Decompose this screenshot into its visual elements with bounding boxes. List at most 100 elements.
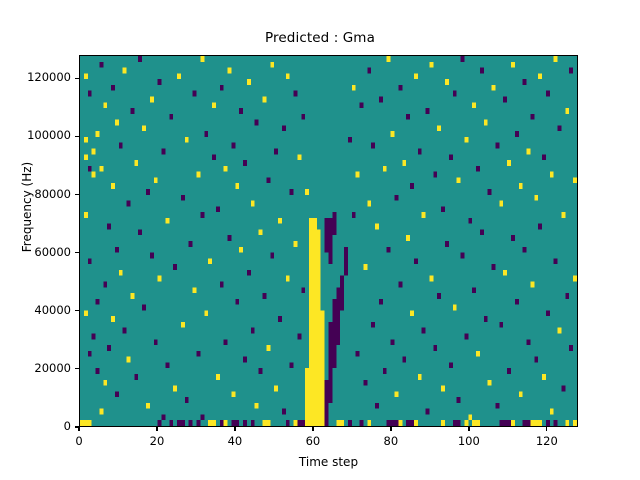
heatmap-cell (398, 84, 403, 91)
heatmap-cell (386, 246, 391, 253)
x-tick-label: 40 (227, 434, 243, 448)
heatmap-cell (161, 414, 166, 421)
heatmap-cell (262, 420, 271, 426)
heatmap-cell (328, 321, 333, 403)
heatmap-cell (297, 154, 302, 161)
heatmap-cell (111, 84, 115, 91)
heatmap-cell (95, 368, 100, 374)
page-title: Predicted : Gma (265, 30, 375, 46)
heatmap-cell (324, 379, 329, 426)
heatmap-cell (344, 246, 348, 276)
heatmap-cell (371, 321, 376, 328)
heatmap-cell (165, 217, 170, 224)
heatmap-cell (433, 171, 438, 178)
heatmap-cell (437, 293, 442, 299)
heatmap-cell (565, 293, 570, 299)
heatmap-cell (177, 420, 185, 426)
heatmap-cell (468, 217, 473, 224)
heatmap-cell (235, 420, 240, 426)
heatmap-cell (184, 397, 189, 403)
heatmap-cell (80, 420, 92, 426)
heatmap-cell (534, 356, 539, 363)
heatmap-cell (406, 113, 411, 120)
heatmap-cell (522, 79, 527, 85)
heatmap-cell (285, 73, 290, 80)
heatmap-cell (495, 142, 500, 149)
heatmap-cell (266, 177, 271, 184)
x-tick-label: 60 (305, 434, 321, 448)
heatmap-cell (378, 96, 383, 103)
heatmap-cell (417, 148, 422, 155)
heatmap-cell (549, 408, 554, 415)
heatmap-cell (212, 102, 216, 109)
heatmap-cell (200, 414, 205, 421)
heatmap-cell (429, 61, 434, 68)
heatmap-cell (565, 108, 570, 114)
heatmap-cell (246, 269, 251, 276)
heatmap-cell (258, 229, 263, 236)
heatmap-cell (281, 408, 286, 415)
heatmap-cell (406, 235, 411, 241)
heatmap-cell (114, 246, 119, 253)
heatmap-cell (499, 321, 504, 328)
heatmap-cell (99, 408, 104, 415)
heatmap-cell (448, 154, 453, 161)
heatmap-cell (223, 165, 228, 172)
heatmap-axes[interactable] (79, 55, 578, 427)
heatmap-cell (95, 298, 100, 305)
heatmap-cell (386, 56, 391, 62)
heatmap-cell (371, 142, 376, 149)
heatmap-cell (83, 212, 88, 218)
heatmap-cell (499, 420, 511, 426)
heatmap-cell (534, 194, 539, 201)
heatmap-cell (332, 212, 337, 236)
heatmap-cell (495, 402, 500, 409)
heatmap-cell (417, 373, 422, 380)
heatmap-cell (262, 96, 267, 103)
heatmap-cell (483, 316, 488, 322)
heatmap-cell (250, 327, 255, 334)
heatmap-cell (239, 246, 244, 253)
heatmap-cell (375, 223, 379, 230)
heatmap-cell (153, 339, 158, 346)
heatmap-cell (402, 160, 407, 166)
heatmap-cell (542, 154, 546, 161)
heatmap-cell (219, 281, 224, 288)
heatmap-cell (243, 420, 247, 426)
y-tick-mark (75, 77, 79, 79)
heatmap-cell (402, 356, 407, 363)
heatmap-cell (309, 217, 313, 426)
heatmap-cell (165, 362, 170, 369)
heatmap-cell (223, 339, 228, 346)
x-tick-mark (78, 427, 80, 431)
heatmap-cell (573, 177, 577, 184)
heatmap-cell (146, 188, 150, 195)
heatmap-cell (250, 420, 255, 426)
heatmap-cell (479, 67, 484, 74)
heatmap-cell (510, 420, 515, 426)
heatmap-cell (87, 350, 92, 357)
heatmap-cell (542, 373, 546, 380)
heatmap-cell (332, 298, 337, 369)
heatmap-cell (456, 420, 461, 426)
heatmap-cell (472, 287, 477, 294)
x-tick-label: 0 (75, 434, 83, 448)
heatmap-cell (406, 420, 414, 426)
heatmap-cell (549, 171, 554, 178)
heatmap-cell (553, 258, 558, 265)
x-axis-ticks: 0 20 40 60 80 100 120 (0, 427, 640, 457)
heatmap-cell (526, 339, 531, 346)
heatmap-cell (114, 391, 119, 398)
heatmap-cell (421, 327, 426, 334)
heatmap-cell (278, 217, 282, 224)
heatmap-cell (476, 165, 480, 172)
heatmap-cell (518, 391, 523, 398)
heatmap-cell (320, 310, 325, 426)
heatmap-cell (188, 241, 193, 247)
heatmap-cell (157, 275, 162, 282)
heatmap-cell (503, 269, 508, 276)
heatmap-cell (239, 108, 244, 114)
heatmap-cell (514, 131, 519, 137)
heatmap-cell (569, 67, 574, 74)
